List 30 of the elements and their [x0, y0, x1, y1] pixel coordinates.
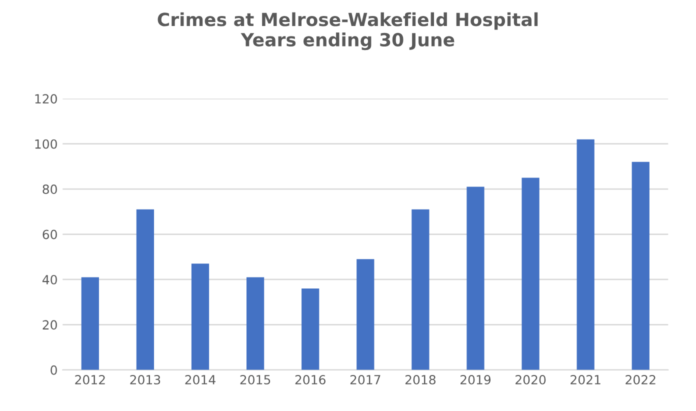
- x-tick-label: 2015: [240, 374, 270, 384]
- y-tick-label: 120: [35, 94, 57, 104]
- x-tick-label: 2022: [626, 374, 656, 384]
- y-tick-label: 0: [50, 365, 57, 375]
- bar: [632, 162, 650, 370]
- bar: [412, 209, 430, 370]
- bar: [81, 277, 99, 370]
- x-tick-label: 2014: [185, 374, 216, 384]
- y-tick-label: 40: [42, 274, 57, 284]
- y-tick-label: 60: [42, 230, 57, 240]
- bar: [466, 186, 484, 370]
- y-tick-label: 20: [42, 320, 57, 330]
- x-tick-label: 2020: [516, 374, 546, 384]
- bar: [136, 209, 154, 370]
- bar: [576, 139, 594, 370]
- x-tick-label: 2017: [350, 374, 380, 384]
- x-tick-label: 2018: [405, 374, 436, 384]
- x-tick-label: 2021: [570, 374, 600, 384]
- bar: [191, 264, 210, 370]
- x-tick-label: 2019: [460, 374, 491, 384]
- chart-title: Crimes at Melrose-Wakefield Hospital Years ending 30 June: [158, 12, 538, 50]
- x-tick-label: 2013: [130, 374, 160, 384]
- x-tick-label: 2012: [75, 374, 105, 384]
- y-tick-label: 100: [35, 139, 57, 149]
- x-tick-label: 2016: [295, 374, 326, 384]
- bar: [246, 277, 264, 370]
- bar: [302, 288, 320, 370]
- bar: [356, 259, 374, 370]
- y-tick-label: 80: [42, 184, 57, 194]
- bar: [522, 178, 540, 370]
